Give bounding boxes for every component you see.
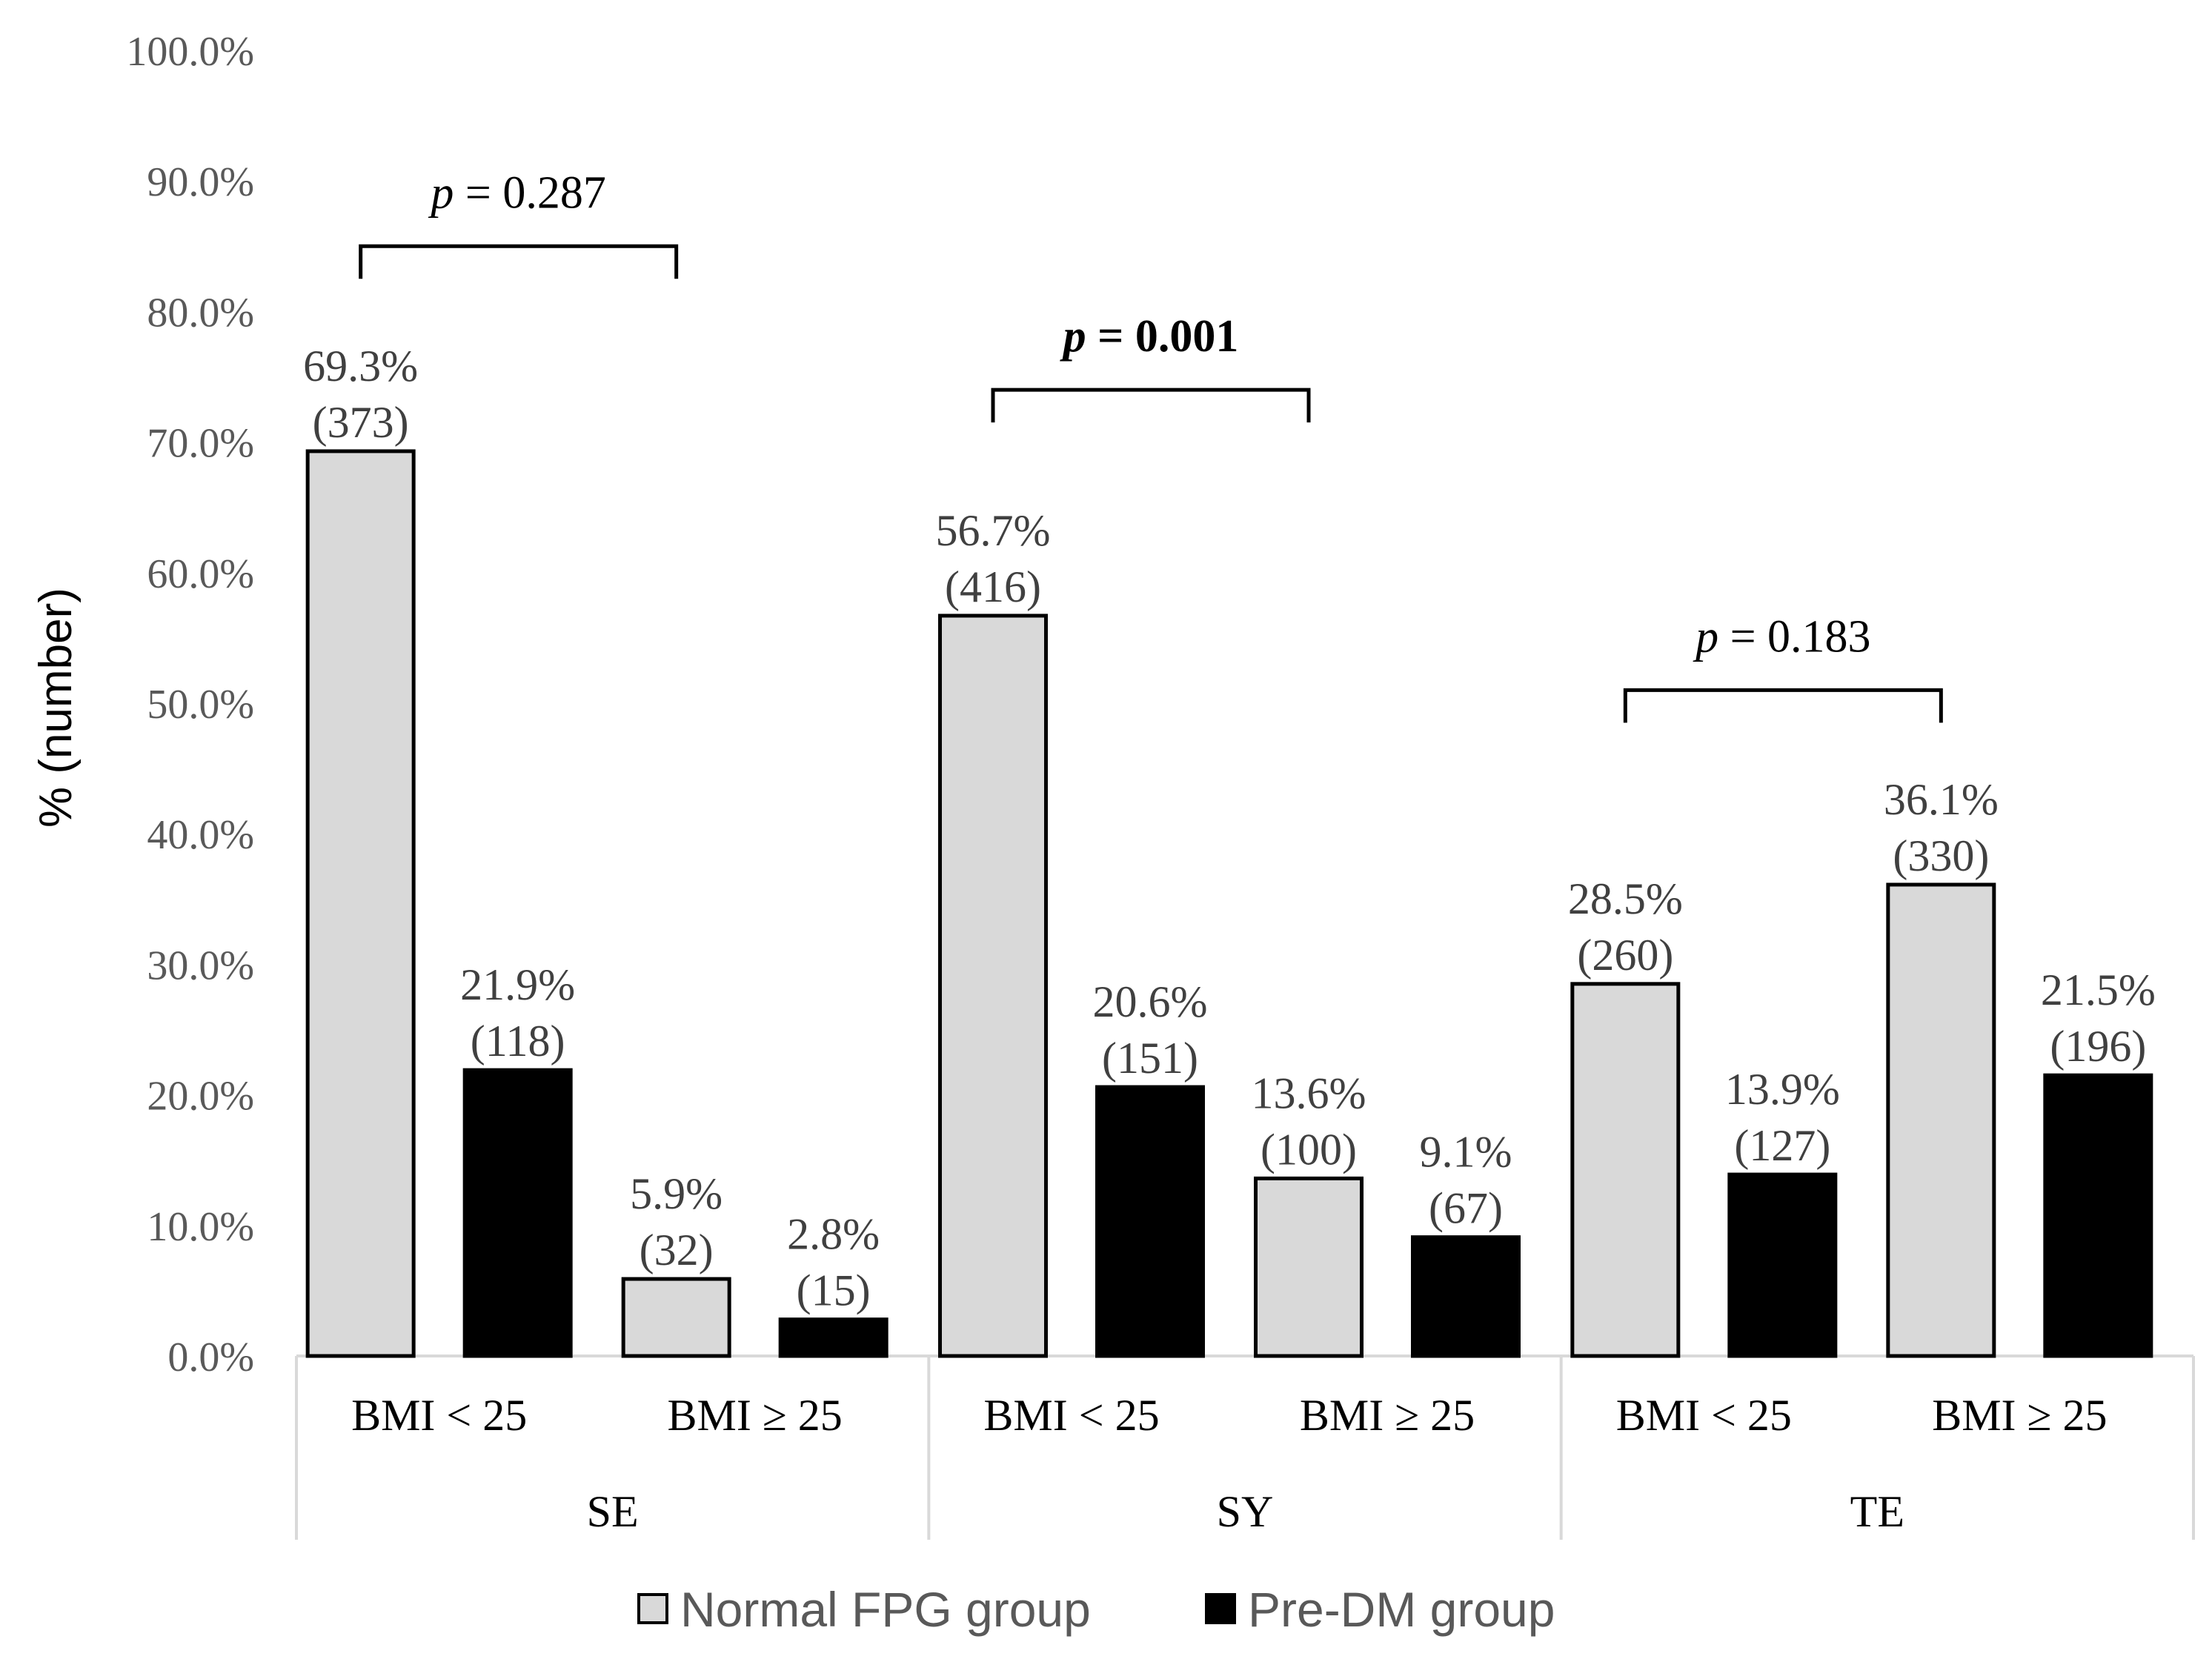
legend-swatch-pre-dm [1205,1593,1236,1624]
data-label-count: (416) [945,562,1041,611]
x-subcategory-label: BMI < 25 [1616,1391,1792,1440]
y-tick-label: 90.0% [147,159,254,205]
y-tick-label: 40.0% [147,812,254,858]
y-tick-label: 100.0% [126,29,254,75]
data-label-count: (196) [2050,1022,2146,1071]
legend-label: Pre-DM group [1248,1582,1555,1637]
bar-normal-fpg [938,614,1048,1358]
x-group-label: SE [587,1487,639,1536]
legend-swatch-normal-fpg [637,1593,668,1624]
bar-normal-fpg [1254,1176,1364,1358]
data-label-count: (118) [471,1017,565,1066]
y-tick-label: 70.0% [147,421,254,467]
data-label-percent: 13.9% [1725,1065,1840,1114]
p-value-label: p = 0.287 [428,167,605,218]
data-label-count: (151) [1102,1034,1198,1083]
x-subcategory-label: BMI ≥ 25 [668,1391,843,1440]
data-label-count: (330) [1893,831,1989,880]
significance-bracket [1623,688,1943,723]
data-label-percent: 21.5% [2041,965,2156,1014]
data-label-count: (127) [1734,1121,1830,1170]
y-tick-label: 50.0% [147,682,254,728]
data-label-percent: 13.6% [1252,1068,1366,1117]
y-axis-label: % (number) [30,588,82,828]
data-label-count: (67) [1429,1184,1503,1233]
bar-normal-fpg [1886,882,1996,1358]
bar-pre-dm [1095,1085,1205,1358]
x-group-label: SY [1217,1487,1274,1536]
data-label-count: (15) [797,1266,871,1315]
data-label-percent: 56.7% [936,506,1051,555]
x-subcategory-label: BMI ≥ 25 [1932,1391,2107,1440]
data-label-count: (100) [1261,1125,1357,1174]
bar-normal-fpg [621,1277,731,1358]
significance-bracket [991,388,1311,423]
data-label-percent: 36.1% [1884,775,1999,824]
y-tick-label: 10.0% [147,1204,254,1250]
bars [305,449,2153,1358]
x-axis-frame: BMI < 25 BMI ≥ 25 SE BMI < 25 BMI ≥ 25 SY BMI … [295,1354,2195,1540]
y-tick-label: 60.0% [147,551,254,597]
bar-pre-dm [1727,1172,1838,1358]
bar-pre-dm [778,1317,889,1358]
y-tick-label: 0.0% [167,1334,254,1380]
data-label-count: (373) [313,398,409,447]
data-label-count: (260) [1577,931,1673,980]
data-label-percent: 5.9% [630,1169,723,1218]
data-label-percent: 28.5% [1568,874,1683,923]
data-label-percent: 9.1% [1420,1128,1512,1177]
data-labels: 69.3% (373) 21.9% (118) 5.9% (32) 2.8% (15) 56.7… [303,342,2156,1315]
x-subcategory-label: BMI ≥ 25 [1300,1391,1475,1440]
data-label-count: (32) [640,1226,714,1274]
data-label-percent: 2.8% [787,1210,880,1259]
p-value-label: p = 0.183 [1693,611,1870,662]
significance-bracket [359,244,679,279]
x-subcategory-label: BMI < 25 [351,1391,527,1440]
x-subcategory-label: BMI < 25 [983,1391,1159,1440]
data-label-percent: 21.9% [460,960,575,1009]
y-tick-label: 20.0% [147,1074,254,1120]
data-label-percent: 20.6% [1093,977,1208,1026]
y-tick-label: 80.0% [147,290,254,336]
x-group-label: TE [1850,1487,1904,1536]
y-tick-label: 30.0% [147,943,254,988]
p-value-label: p = 0.001 [1060,311,1239,362]
legend-label: Normal FPG group [680,1582,1091,1637]
significance-brackets: p = 0.287 p = 0.001 p = 0.183 [359,167,1943,723]
bar-normal-fpg [305,449,416,1358]
data-label-percent: 69.3% [303,342,418,390]
y-axis-ticks: 0.0% 10.0% 20.0% 30.0% 40.0% 50.0% 60.0% 70.0% 8… [126,29,254,1380]
legend: Normal FPG group Pre-DM group [637,1582,1555,1637]
bar-pre-dm [2043,1073,2153,1358]
bar-pre-dm [1411,1235,1521,1358]
bar-pre-dm [462,1068,573,1358]
bar-normal-fpg [1570,982,1681,1358]
